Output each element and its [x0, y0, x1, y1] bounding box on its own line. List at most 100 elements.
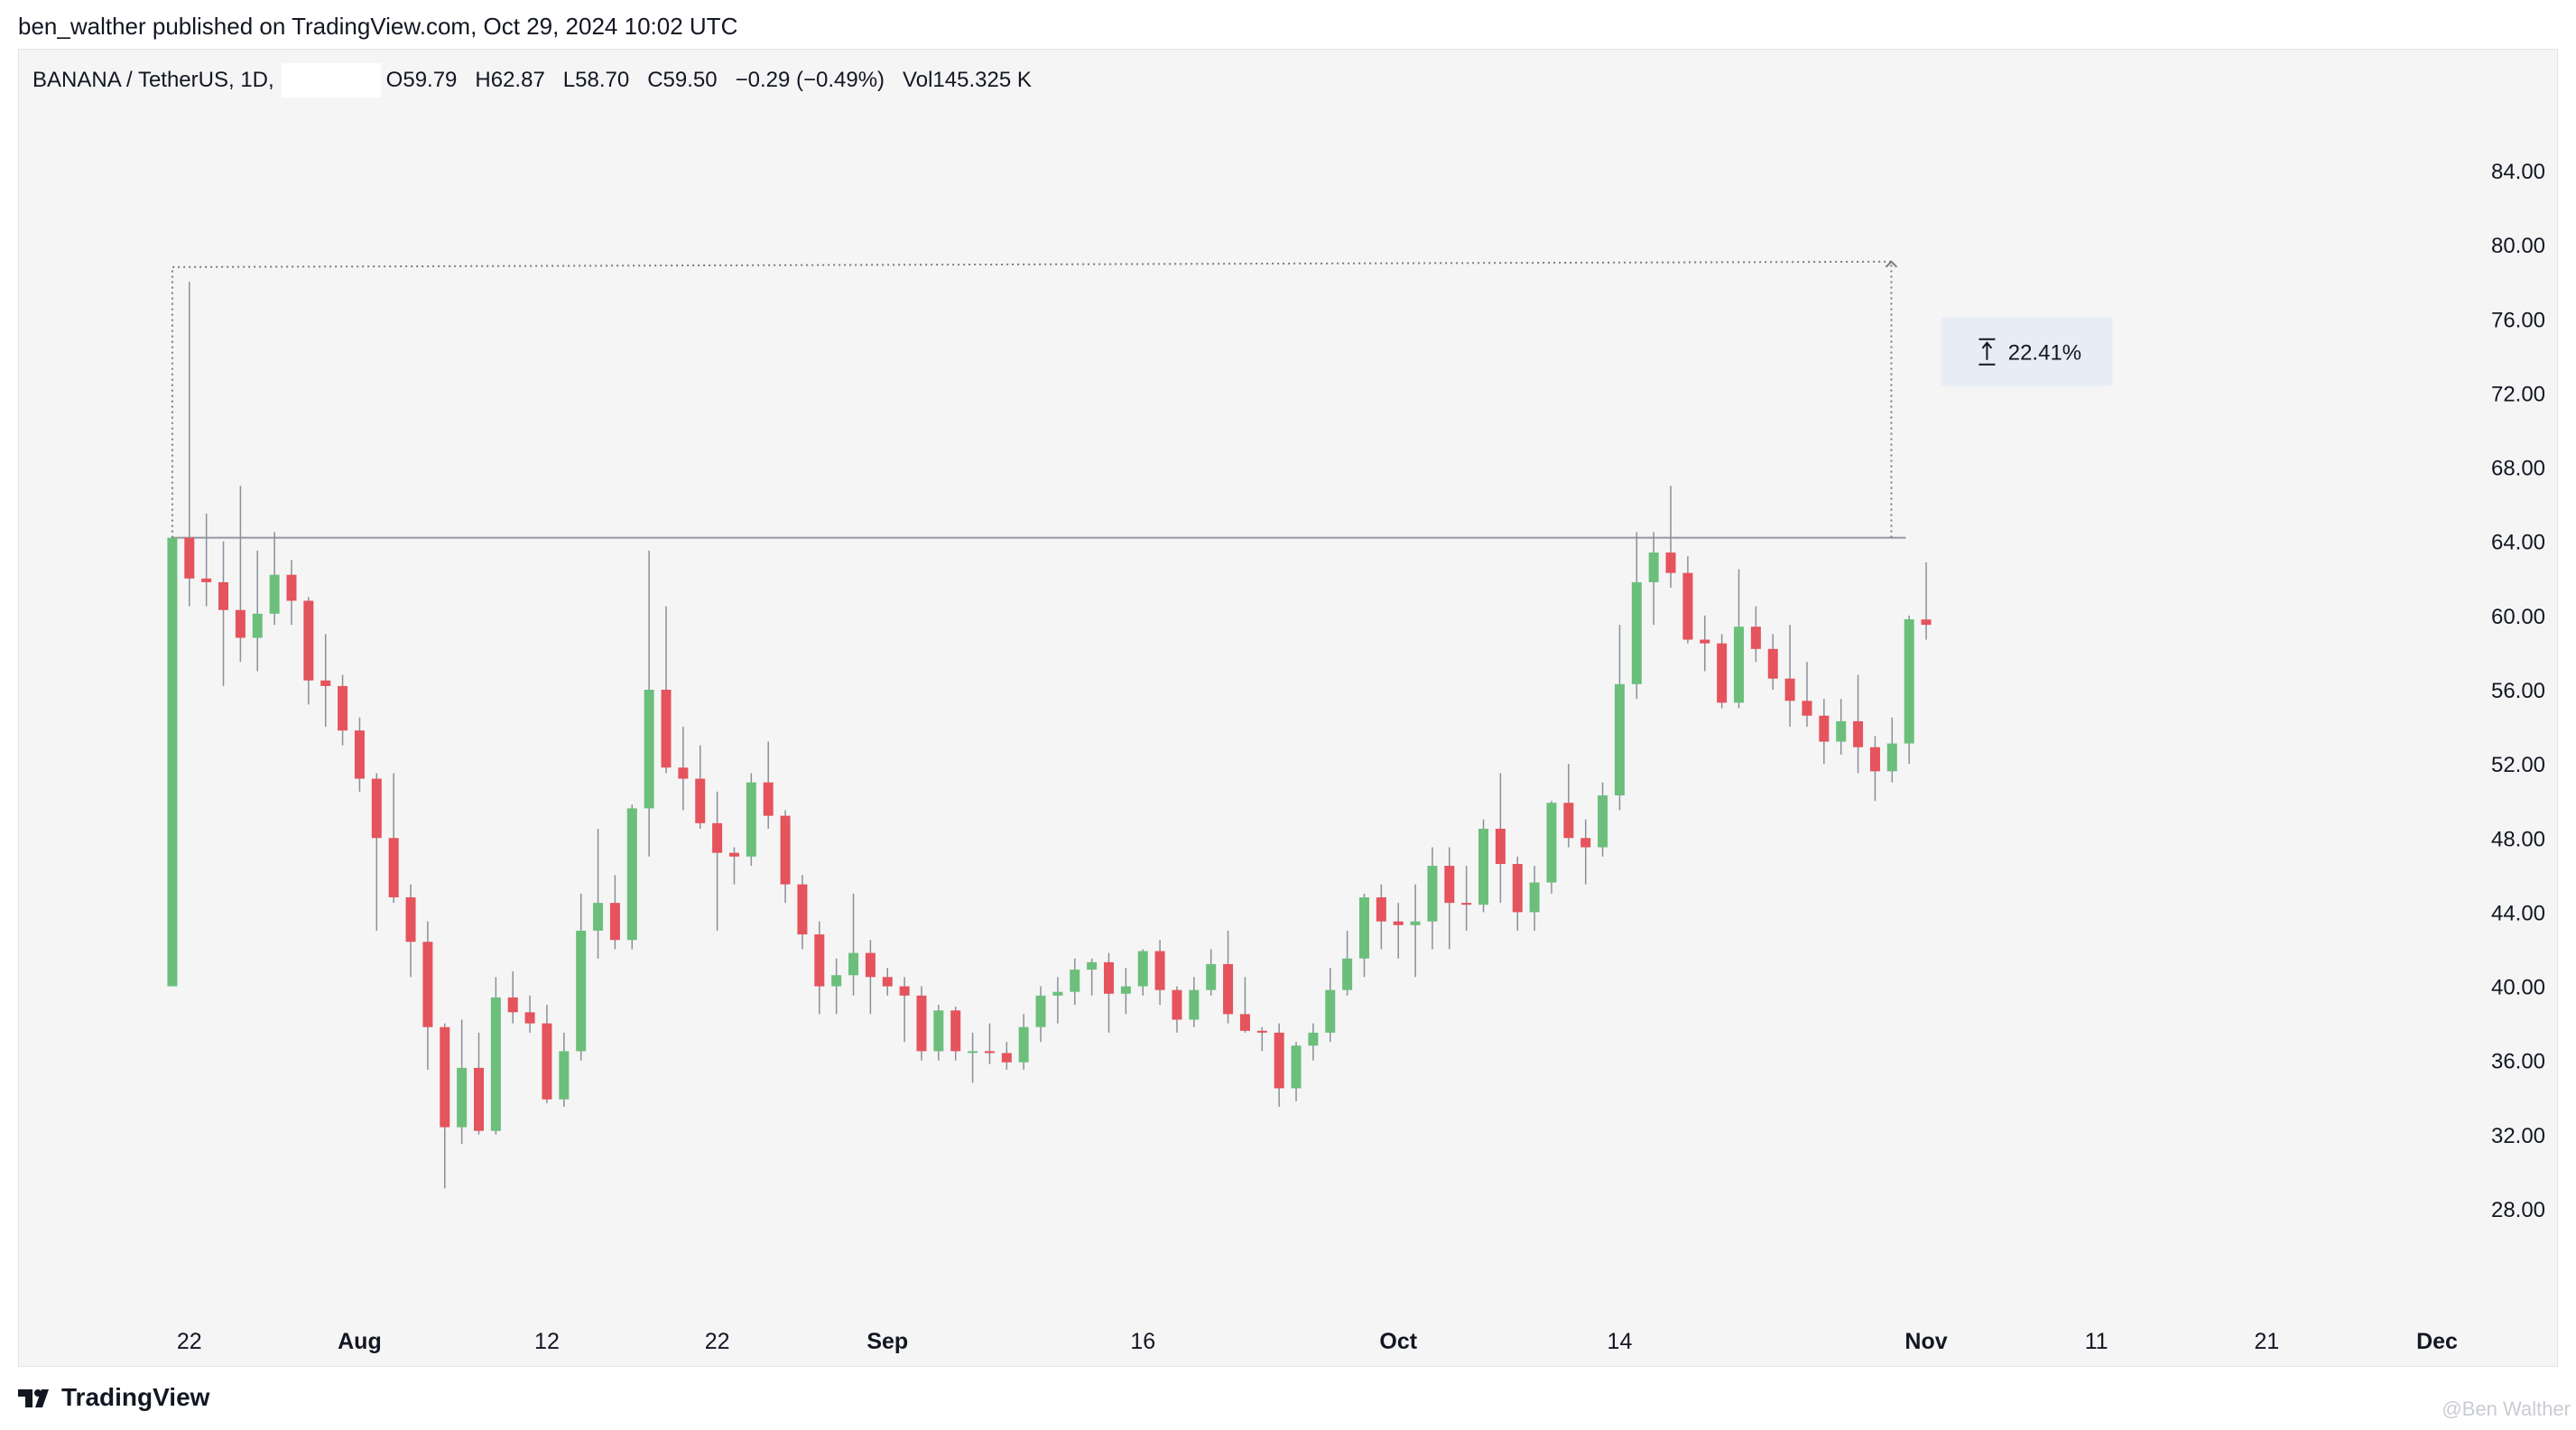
- chart-pane[interactable]: [18, 49, 2558, 1367]
- candle-down: [184, 537, 195, 579]
- candle-down: [507, 997, 518, 1013]
- price-tick-label: 36.00: [2491, 1050, 2545, 1074]
- time-tick-label: 22: [177, 1329, 202, 1354]
- candle-down: [1717, 643, 1728, 703]
- candle-down: [1239, 1014, 1250, 1031]
- time-tick-label: 22: [705, 1329, 730, 1354]
- price-tick-label: 64.00: [2491, 531, 2545, 555]
- price-tick-label: 84.00: [2491, 160, 2545, 184]
- tradingview-logo[interactable]: TradingView: [18, 1383, 209, 1412]
- candle-down: [388, 838, 399, 897]
- candle-up: [1598, 795, 1608, 848]
- time-tick-label: Sep: [866, 1329, 908, 1354]
- legend-open: O59.79: [385, 68, 458, 92]
- tradingview-brand: TradingView: [61, 1383, 210, 1411]
- candle-down: [1700, 639, 1710, 644]
- candlestick-chart[interactable]: 22.41% 84.00 80.00 76.00 72.00 68.00 64.00 60.…: [18, 49, 2558, 1367]
- candle-up: [1325, 989, 1336, 1033]
- candle-down: [320, 680, 331, 686]
- candle-up: [1137, 951, 1148, 987]
- candle-down: [542, 1023, 552, 1100]
- candle-down: [950, 1010, 961, 1052]
- time-tick-label: Oct: [1379, 1329, 1417, 1354]
- candle-up: [644, 690, 654, 809]
- candle-down: [303, 600, 314, 681]
- candle-up: [626, 808, 637, 941]
- author-watermark: @Ben Walther: [2442, 1398, 2571, 1420]
- candle-down: [984, 1051, 995, 1054]
- candle-down: [1682, 572, 1693, 640]
- candle-up: [746, 782, 756, 857]
- time-tick-label: Nov: [1904, 1329, 1947, 1354]
- candle-up: [1529, 882, 1540, 913]
- candle-up: [269, 574, 280, 614]
- price-tick-label: 60.00: [2491, 605, 2545, 629]
- candle-down: [916, 995, 927, 1052]
- price-tick-label: 68.00: [2491, 457, 2545, 481]
- candle-down: [1172, 989, 1182, 1020]
- candle-down: [1256, 1030, 1267, 1033]
- candle-down: [1001, 1053, 1012, 1063]
- candle-down: [814, 934, 825, 987]
- candle-down: [1869, 747, 1880, 772]
- candle-up: [1308, 1032, 1319, 1046]
- candle-down: [1853, 720, 1864, 748]
- candle-up: [167, 537, 178, 987]
- measure-bracket: [171, 260, 1893, 538]
- price-tick-label: 72.00: [2491, 382, 2545, 406]
- candle-down: [524, 1012, 535, 1024]
- time-tick-label: 11: [2085, 1329, 2108, 1354]
- candle-down: [1802, 701, 1812, 716]
- measure-icon-arrow: [1981, 341, 1993, 349]
- vertical-measure-icon: [1978, 338, 1996, 366]
- symbol-legend: BANANA / TetherUS, 1D, O59.79 H62.87 L58…: [32, 63, 1050, 98]
- publish-info: ben_walther published on TradingView.com…: [18, 13, 738, 40]
- measure-arrow: [1885, 260, 1898, 268]
- candle-up: [252, 613, 263, 638]
- candle-down: [405, 896, 416, 942]
- candle-down: [797, 884, 808, 935]
- candle-down: [728, 852, 739, 857]
- candle-up: [593, 903, 604, 931]
- legend-symbol[interactable]: BANANA / TetherUS, 1D,: [32, 68, 274, 92]
- candle-down: [1393, 921, 1404, 925]
- candle-down: [899, 986, 910, 996]
- legend-high: H62.87: [475, 68, 545, 92]
- candle-down: [1376, 896, 1386, 922]
- time-tick-label: Dec: [2416, 1329, 2458, 1354]
- candle-up: [968, 1051, 978, 1054]
- time-axis[interactable]: 22 Aug 12 22 Sep 16 Oct 14 Nov 11 21 Dec: [177, 1329, 2458, 1354]
- price-range-measure[interactable]: 22.41%: [171, 260, 2113, 539]
- candle-up: [1070, 970, 1080, 992]
- candle-down: [1750, 627, 1761, 649]
- candle-up: [1358, 896, 1369, 959]
- candle-down: [286, 574, 297, 601]
- candle-up: [457, 1067, 468, 1128]
- candle-down: [609, 903, 620, 941]
- candle-up: [1478, 829, 1489, 905]
- candle-up: [1734, 627, 1745, 703]
- time-tick-label: 21: [2254, 1329, 2279, 1354]
- candle-down: [661, 690, 672, 768]
- price-tick-label: 48.00: [2491, 827, 2545, 851]
- candle-up: [1206, 963, 1217, 990]
- candle-down: [1580, 838, 1591, 848]
- candle-down: [712, 822, 723, 853]
- candle-down: [1512, 864, 1523, 913]
- candle-down: [1223, 963, 1234, 1015]
- candle-down: [1495, 829, 1506, 865]
- candle-down: [1767, 648, 1778, 679]
- price-tick-label: 44.00: [2491, 901, 2545, 925]
- candles: [167, 282, 1932, 1189]
- price-tick-label: 52.00: [2491, 753, 2545, 777]
- candle-up: [1546, 803, 1557, 883]
- candle-down: [780, 815, 791, 885]
- price-axis[interactable]: 84.00 80.00 76.00 72.00 68.00 64.00 60.00 56.00…: [2491, 160, 2545, 1222]
- price-tick-label: 76.00: [2491, 308, 2545, 332]
- time-tick-label: 12: [534, 1329, 560, 1354]
- candle-down: [1819, 715, 1830, 742]
- measure-label-box: [1941, 317, 2113, 386]
- price-tick-label: 40.00: [2491, 976, 2545, 1000]
- candle-up: [1631, 581, 1642, 684]
- candle-down: [1461, 903, 1472, 905]
